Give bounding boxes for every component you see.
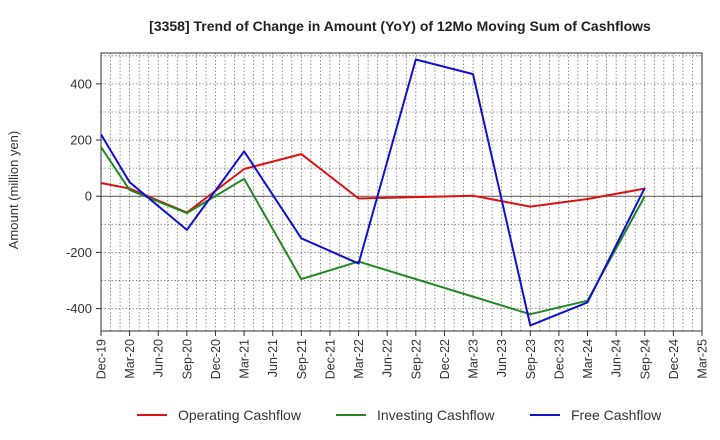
x-tick-label: Sep-20 bbox=[180, 339, 194, 379]
x-tick-label: Sep-22 bbox=[409, 339, 423, 379]
x-tick-label: Sep-23 bbox=[524, 339, 538, 379]
series-line-operating-cashflow bbox=[100, 153, 645, 214]
chart-title: [3358] Trend of Change in Amount (YoY) o… bbox=[149, 18, 651, 34]
x-tick-label: Jun-22 bbox=[381, 339, 395, 377]
x-tick-label: Sep-21 bbox=[295, 339, 309, 379]
series bbox=[100, 58, 646, 327]
x-tick-label: Jun-21 bbox=[266, 339, 280, 377]
x-tick-label: Mar-22 bbox=[352, 339, 366, 379]
plot-frame bbox=[100, 52, 703, 332]
y-tick-label: -400 bbox=[66, 301, 92, 316]
grid bbox=[101, 53, 702, 331]
x-tick-label: Dec-19 bbox=[95, 339, 109, 379]
y-axis: 400 200 0 -200 -400 bbox=[66, 76, 101, 316]
y-tick-label: 200 bbox=[70, 133, 92, 148]
x-tick-label: Dec-20 bbox=[209, 339, 223, 379]
y-axis-label: Amount (million yen) bbox=[6, 131, 21, 250]
legend-label: Operating Cashflow bbox=[178, 407, 302, 423]
x-tick-label: Mar-20 bbox=[123, 339, 137, 379]
x-tick-label: Mar-25 bbox=[696, 339, 710, 379]
y-tick-label: 0 bbox=[85, 189, 92, 204]
x-tick-label: Dec-23 bbox=[552, 339, 566, 379]
series-line-investing-cashflow bbox=[100, 146, 646, 316]
x-tick-label: Jun-20 bbox=[152, 339, 166, 377]
legend: Operating Cashflow Investing Cashflow Free… bbox=[137, 407, 662, 423]
x-tick-label: Dec-24 bbox=[667, 339, 681, 379]
legend-label: Free Cashflow bbox=[571, 407, 662, 423]
legend-label: Investing Cashflow bbox=[377, 407, 495, 423]
y-tick-label: 400 bbox=[70, 76, 92, 91]
x-tick-label: Jun-24 bbox=[610, 339, 624, 377]
series-line-free-cashflow bbox=[100, 58, 646, 327]
x-tick-label: Mar-23 bbox=[467, 339, 481, 379]
x-tick-label: Sep-24 bbox=[638, 339, 652, 379]
x-tick-label: Mar-24 bbox=[581, 339, 595, 379]
x-tick-label: Dec-22 bbox=[438, 339, 452, 379]
x-tick-label: Jun-23 bbox=[495, 339, 509, 377]
x-tick-label: Mar-21 bbox=[238, 339, 252, 379]
y-tick-label: -200 bbox=[66, 245, 92, 260]
x-axis: Dec-19 Mar-20 Jun-20 Sep-20 Dec-20 Mar-21 Jun-… bbox=[95, 331, 710, 379]
x-tick-label: Dec-21 bbox=[323, 339, 337, 379]
